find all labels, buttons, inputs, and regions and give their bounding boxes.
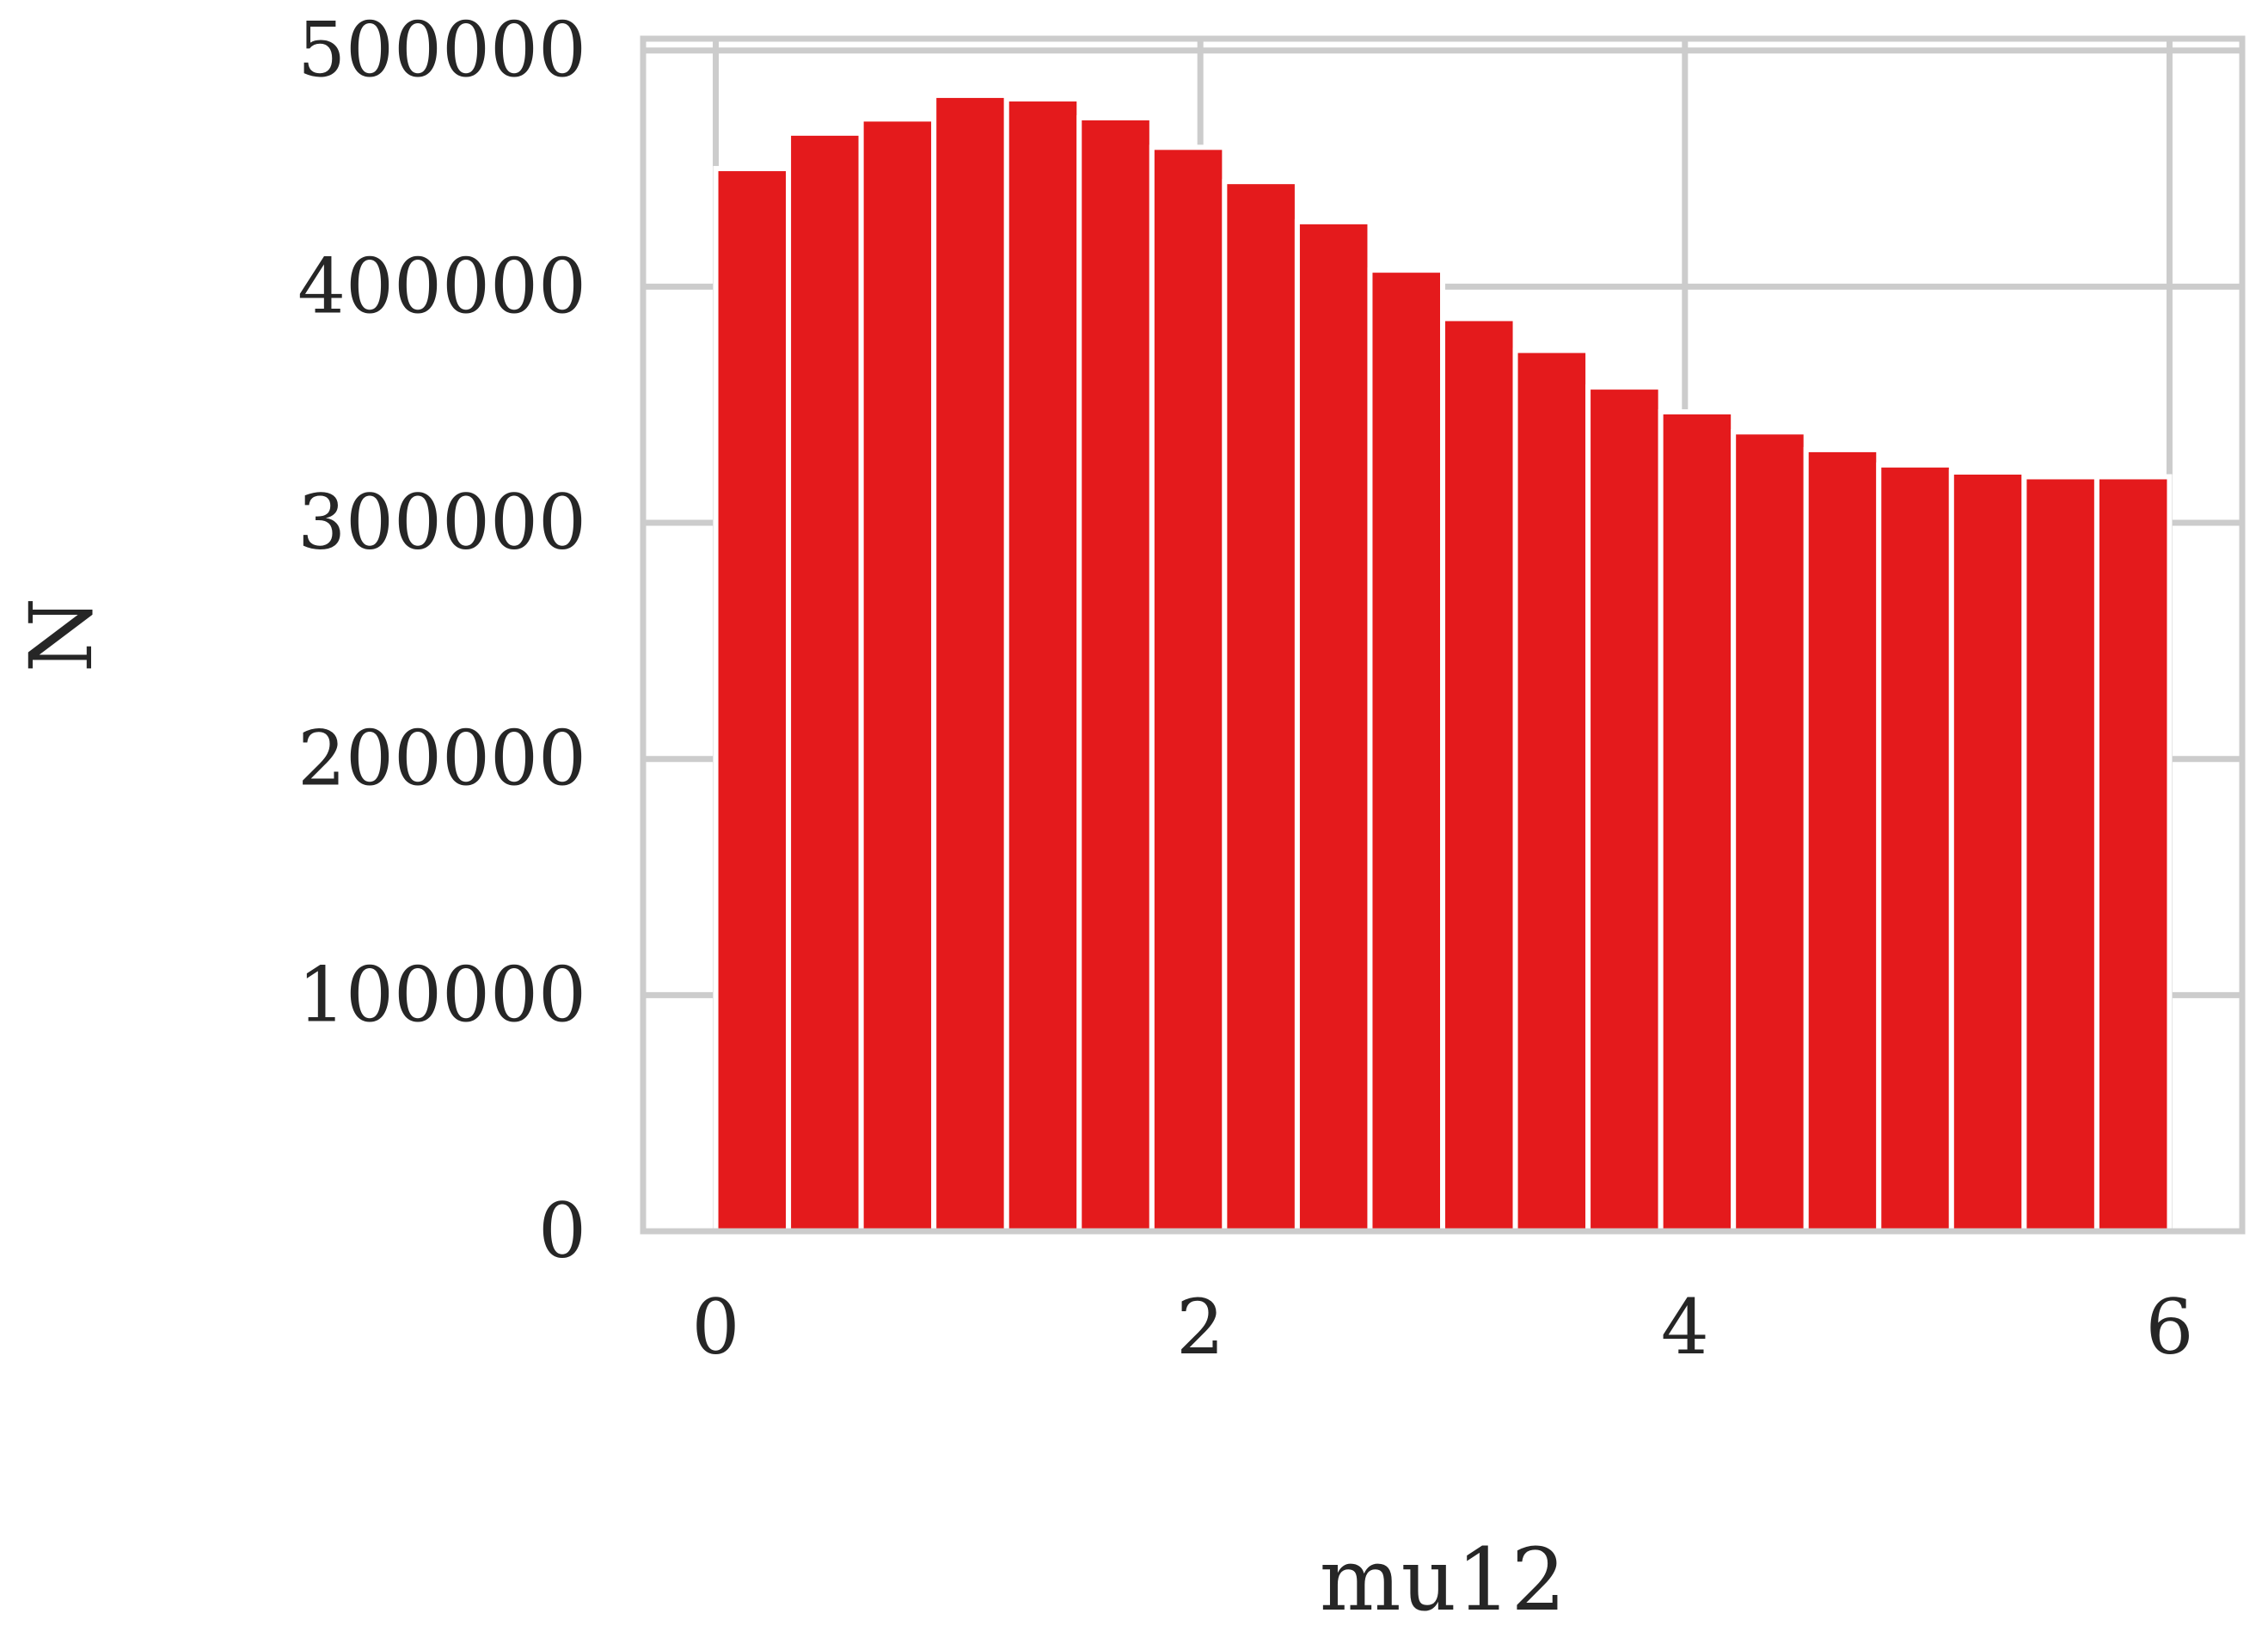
bar-16 xyxy=(1876,462,1954,1234)
y-tick-label-3: 300000 xyxy=(297,478,586,567)
x-tick-label-2: 4 xyxy=(1661,1283,1709,1371)
bar-7 xyxy=(1222,179,1300,1234)
bar-19 xyxy=(2093,474,2173,1234)
bar-3 xyxy=(931,92,1009,1234)
y-tick-labels: 0 100000 200000 300000 400000 500000 xyxy=(297,6,586,1275)
y-tick-label-1: 100000 xyxy=(297,950,586,1039)
bar-14 xyxy=(1731,429,1809,1234)
bar-6 xyxy=(1149,144,1228,1235)
bar-17 xyxy=(1948,469,2027,1234)
x-axis-title: mu12 xyxy=(1320,1530,1566,1630)
x-tick-label-1: 2 xyxy=(1176,1283,1224,1371)
bar-4 xyxy=(1003,96,1082,1235)
bar-11 xyxy=(1512,347,1591,1234)
bar-5 xyxy=(1076,115,1155,1234)
x-tick-labels: 0 2 4 6 xyxy=(692,1283,2194,1371)
x-tick-label-0: 0 xyxy=(692,1283,740,1371)
bar-2 xyxy=(858,116,937,1234)
bar-9 xyxy=(1367,267,1446,1234)
bar-13 xyxy=(1658,408,1737,1235)
bar-12 xyxy=(1585,384,1664,1234)
y-tick-label-5: 500000 xyxy=(297,6,586,95)
bar-0 xyxy=(713,166,792,1234)
y-axis-title: N xyxy=(11,598,112,673)
bar-18 xyxy=(2021,474,2099,1234)
y-tick-label-4: 400000 xyxy=(297,242,586,330)
bar-10 xyxy=(1440,316,1518,1234)
y-tick-label-0: 0 xyxy=(538,1187,586,1275)
bar-8 xyxy=(1294,218,1373,1234)
axes-frame xyxy=(640,35,2246,1235)
bars xyxy=(713,92,2173,1235)
x-tick-label-3: 6 xyxy=(2145,1283,2193,1371)
bar-1 xyxy=(786,130,864,1235)
bar-15 xyxy=(1803,446,1882,1234)
y-tick-label-2: 200000 xyxy=(297,715,586,803)
